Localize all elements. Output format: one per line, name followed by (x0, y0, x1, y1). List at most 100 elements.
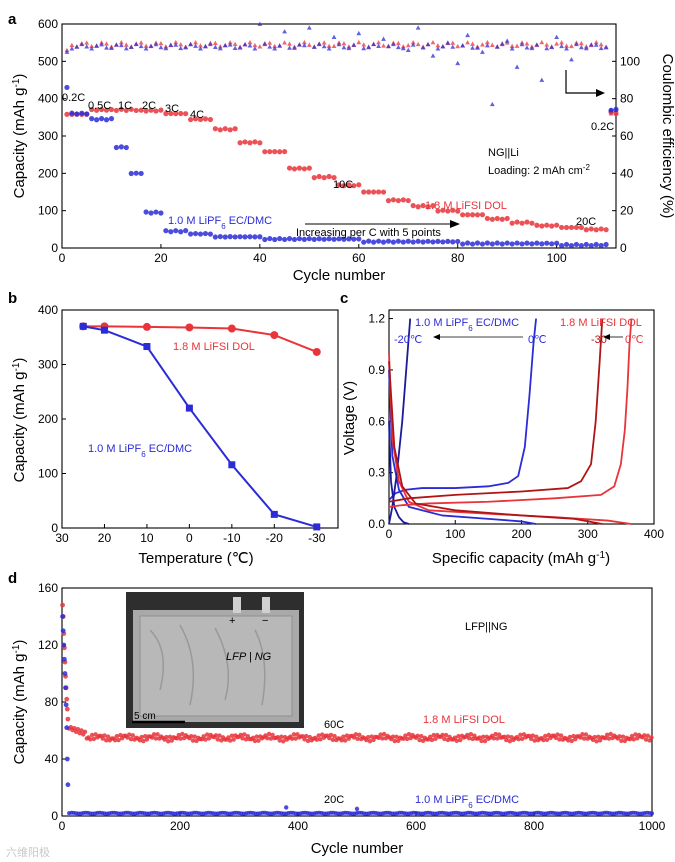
efficiency-point (608, 107, 614, 112)
capacity-point (257, 234, 263, 240)
capacity-point (63, 685, 68, 691)
capacity-point (519, 220, 525, 226)
capacity-point (207, 116, 213, 123)
x-tick-label: -30 (308, 531, 326, 545)
efficiency-point (341, 41, 347, 46)
efficiency-point (564, 46, 569, 51)
capacity-point (594, 739, 599, 744)
capacity-point (331, 175, 337, 181)
series-label-lifsi-d: 1.8 M LiFSI DOL (423, 714, 505, 726)
capacity-point (266, 731, 272, 737)
capacity-point (151, 732, 157, 737)
capacity-point (568, 242, 575, 249)
capacity-point (65, 716, 71, 722)
efficiency-point (297, 42, 302, 47)
x-tick-label: 20 (154, 251, 168, 265)
efficiency-point (217, 46, 223, 51)
efficiency-point (64, 49, 70, 54)
efficiency-point (292, 45, 297, 50)
capacity-point (541, 737, 546, 743)
efficiency-point (326, 46, 332, 51)
capacity-point (466, 735, 472, 741)
capacity-point (301, 166, 307, 172)
efficiency-point (504, 38, 510, 43)
capacity-point (385, 238, 392, 244)
capacity-point (296, 165, 303, 171)
x-tick-label: 400 (644, 527, 664, 541)
capacity-point (141, 738, 146, 744)
capacity-point (232, 126, 238, 132)
y2-tick-label: 40 (620, 166, 634, 180)
capacity-point (346, 236, 352, 242)
capacity-point (306, 236, 312, 242)
capacity-point (425, 204, 431, 210)
capacity-point (84, 111, 90, 117)
panel-c: c 0 100 200 300 400 0.0 0.3 0.6 0.9 1.2 Specific… (340, 290, 664, 567)
x-tick-label: 80 (451, 251, 465, 265)
capacity-point (217, 233, 223, 240)
capacity-point (620, 734, 626, 739)
capacity-point (450, 207, 456, 213)
panel-a-label: a (8, 11, 17, 28)
panel-a-marks (64, 21, 619, 249)
efficiency-point (405, 47, 411, 53)
capacity-point (381, 731, 387, 737)
capacity-point (176, 732, 182, 738)
capacity-point (504, 215, 510, 222)
efficiency-point (306, 25, 312, 30)
capacity-point (509, 241, 515, 247)
capacity-point (460, 241, 466, 247)
capacity-point (557, 737, 562, 742)
efficiency-point (198, 43, 203, 48)
capacity-point (203, 737, 208, 742)
temp-arrow-lipf6-head (433, 334, 440, 340)
efficiency-point (519, 41, 525, 47)
efficiency-point (282, 40, 287, 45)
temp-label-lifsi-minus30: -30 (591, 334, 607, 346)
efficiency-point (227, 42, 233, 47)
efficiency-point (588, 42, 594, 47)
efficiency-point (574, 41, 579, 47)
efficiency-point (484, 39, 490, 45)
capacity-point (289, 736, 295, 741)
efficiency-point (331, 43, 337, 48)
efficiency-point (391, 41, 396, 47)
capacity-point (314, 737, 320, 742)
capacity-point (60, 614, 65, 619)
capacity-point (150, 735, 155, 740)
capacity-point (69, 110, 75, 116)
capacity-point (619, 738, 624, 743)
efficiency-point (544, 45, 550, 51)
panel-c-x-ticks: 0 100 200 300 400 (386, 520, 664, 541)
efficiency-point (455, 60, 461, 66)
capacity-point (138, 107, 144, 113)
series-label-lifsi-b: 1.8 M LiFSI DOL (173, 341, 255, 353)
capacity-point (400, 239, 406, 245)
capacity-point (296, 236, 303, 242)
capacity-point (178, 229, 184, 235)
increase-arrow-label: Increasing per C with 5 points (296, 227, 441, 239)
capacity-point (431, 732, 436, 738)
efficiency-point (212, 40, 218, 45)
capacity-point (583, 227, 589, 233)
capacity-point (507, 739, 513, 744)
capacity-point (102, 733, 107, 738)
capacity-point (390, 239, 397, 245)
rate-label-3c: 3C (165, 103, 179, 115)
capacity-point (238, 732, 243, 738)
panel-b-y-label: Capacity (mAh g-1) (11, 358, 29, 483)
capacity-point (578, 735, 583, 740)
capacity-point (454, 738, 459, 744)
efficiency-point (123, 46, 129, 51)
capacity-point (72, 725, 77, 731)
capacity-point (380, 239, 387, 245)
capacity-point (543, 733, 548, 739)
capacity-point (217, 127, 223, 133)
efficiency-point (509, 43, 515, 48)
capacity-point (257, 140, 263, 146)
efficiency-point (499, 41, 505, 47)
capacity-point (380, 189, 387, 195)
capacity-point (321, 175, 327, 181)
capacity-point (89, 732, 95, 738)
efficiency-point (178, 45, 184, 51)
